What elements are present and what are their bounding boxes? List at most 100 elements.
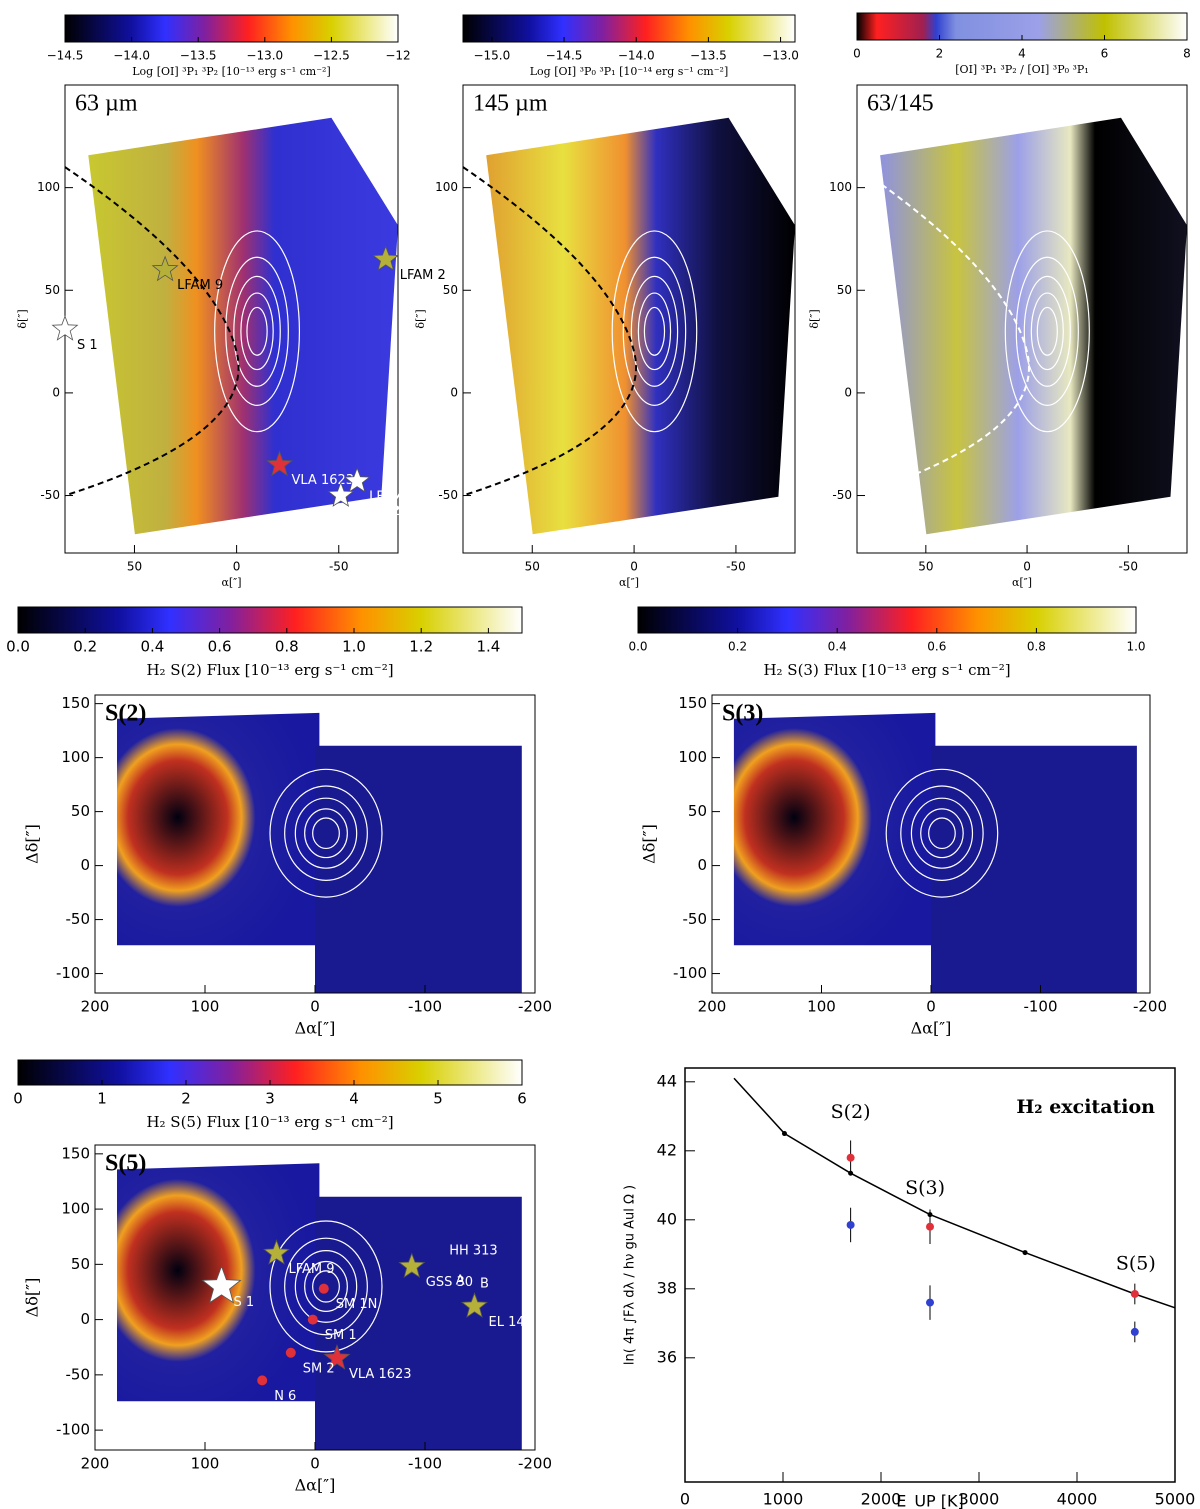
x-tick-label: -200 <box>518 1455 552 1473</box>
map-region <box>117 712 320 946</box>
map-image <box>117 1163 522 1450</box>
y-tick-label: 100 <box>435 180 458 194</box>
x-axis-label: Δα[″] <box>295 1019 336 1038</box>
source-label: LFAM 2 <box>400 268 446 283</box>
colorbar-tick-label: 2 <box>936 47 944 61</box>
x-tick-label: 1000 <box>763 1490 804 1509</box>
contour <box>312 1270 340 1303</box>
x-tick-label: 200 <box>81 1455 110 1473</box>
colorbar-tick-label: −13.0 <box>762 49 799 63</box>
colorbar-label: H₂ S(2) Flux [10⁻¹³ erg s⁻¹ cm⁻²] <box>146 661 393 679</box>
contour <box>312 817 340 850</box>
colorbar-tick-label: 0 <box>13 1090 23 1108</box>
source-dot <box>318 1283 329 1294</box>
colorbar-tick-label: 1.4 <box>476 638 500 656</box>
panel-label: S(5) <box>105 1151 146 1177</box>
y-tick-label: 0 <box>844 385 852 399</box>
map-region <box>931 745 1137 993</box>
source-label: S 1 <box>77 338 98 353</box>
source-label: GSS 32 <box>353 504 400 519</box>
x-axis-label: α[″] <box>619 576 639 589</box>
source-label: GSS 30 <box>426 1275 473 1290</box>
colorbar <box>64 14 399 43</box>
colorbar-tick-label: 0.8 <box>275 638 299 656</box>
colorbar-tick-label: 0.0 <box>6 638 30 656</box>
x-tick-label: 0 <box>630 560 638 574</box>
data-point <box>846 1153 855 1162</box>
x-tick-label: 50 <box>127 560 142 574</box>
x-tick-label: 0 <box>233 560 241 574</box>
x-tick-label: -50 <box>1118 560 1138 574</box>
arc <box>64 166 240 497</box>
contour <box>225 256 289 406</box>
map-image <box>733 712 1137 993</box>
colorbar-tick-label: 0.0 <box>628 640 647 654</box>
y-tick-label: 0 <box>52 385 60 399</box>
colorbar-tick-label: −13.0 <box>246 49 283 63</box>
map-region <box>315 1196 522 1450</box>
source-label: VLA 1623 <box>292 473 355 488</box>
source-star <box>343 467 371 493</box>
annotation: B <box>480 1277 489 1292</box>
colorbar-label: H₂ S(5) Flux [10⁻¹³ erg s⁻¹ cm⁻²] <box>146 1113 393 1131</box>
y-tick-label: 100 <box>37 180 60 194</box>
x-tick-label: 5000 <box>1155 1490 1196 1509</box>
contour <box>269 768 383 898</box>
chart-title: H₂ excitation <box>1016 1096 1155 1118</box>
contour <box>928 817 956 850</box>
panel-label: 145 µm <box>473 91 548 117</box>
map-region <box>486 117 795 535</box>
source-star <box>201 1265 242 1304</box>
contour <box>240 292 274 371</box>
colorbar <box>637 606 1137 634</box>
colorbar-tick-label: 1 <box>97 1090 107 1108</box>
arc <box>462 166 637 497</box>
map-region <box>733 712 936 946</box>
contour <box>611 230 698 433</box>
annotation: HH 313 <box>449 1244 498 1259</box>
contour <box>233 275 281 387</box>
colorbar-tick-label: 3 <box>265 1090 275 1108</box>
map-region <box>880 117 1187 535</box>
y-tick-label: 50 <box>45 283 60 297</box>
y-tick-label: 100 <box>678 748 707 766</box>
colorbar-tick-label: −12.5 <box>313 49 350 63</box>
data-point <box>926 1298 934 1307</box>
map-region <box>315 745 522 993</box>
x-tick-label: -200 <box>1133 998 1167 1016</box>
map-region <box>88 117 399 535</box>
source-label: S 1 <box>234 1295 255 1310</box>
colorbar-tick-label: 0.8 <box>1027 640 1046 654</box>
source-label: N 6 <box>274 1389 296 1404</box>
y-tick-label: 0 <box>450 385 458 399</box>
colorbar <box>462 14 796 43</box>
contour <box>643 306 666 356</box>
colorbar-tick-label: 8 <box>1183 47 1191 61</box>
map-image <box>462 117 795 535</box>
contour <box>304 808 348 859</box>
contour <box>1036 306 1058 356</box>
source-star <box>327 481 355 507</box>
x-tick-label: 4000 <box>1057 1490 1098 1509</box>
contour <box>622 256 687 406</box>
contour <box>304 1260 348 1312</box>
data-point <box>927 1212 933 1218</box>
x-tick-label: 50 <box>918 560 933 574</box>
source-label: VLA 1623 <box>349 1367 412 1382</box>
y-tick-label: -100 <box>673 964 707 982</box>
x-tick-label: 0 <box>310 998 320 1016</box>
colorbar-tick-label: 0.2 <box>73 638 97 656</box>
colorbar-label: Log [OI] ³P₁ ³P₂ [10⁻¹³ erg s⁻¹ cm⁻²] <box>132 65 331 78</box>
colorbar-tick-label: −13.5 <box>180 49 217 63</box>
colorbar-tick-label: −13.5 <box>690 49 727 63</box>
colorbar-label: [OI] ³P₁ ³P₂ / [OI] ³P₀ ³P₁ <box>955 63 1088 76</box>
colorbar-tick-label: 0.4 <box>140 638 164 656</box>
x-axis-label: α[″] <box>221 576 241 589</box>
data-point <box>1022 1250 1028 1256</box>
y-tick-label: 38 <box>657 1278 677 1297</box>
data-point <box>1130 1327 1139 1336</box>
annotation: A <box>456 1273 465 1288</box>
colorbar-tick-label: 6 <box>517 1090 527 1108</box>
y-tick-label: -50 <box>832 488 852 502</box>
y-tick-label: 0 <box>697 856 707 874</box>
